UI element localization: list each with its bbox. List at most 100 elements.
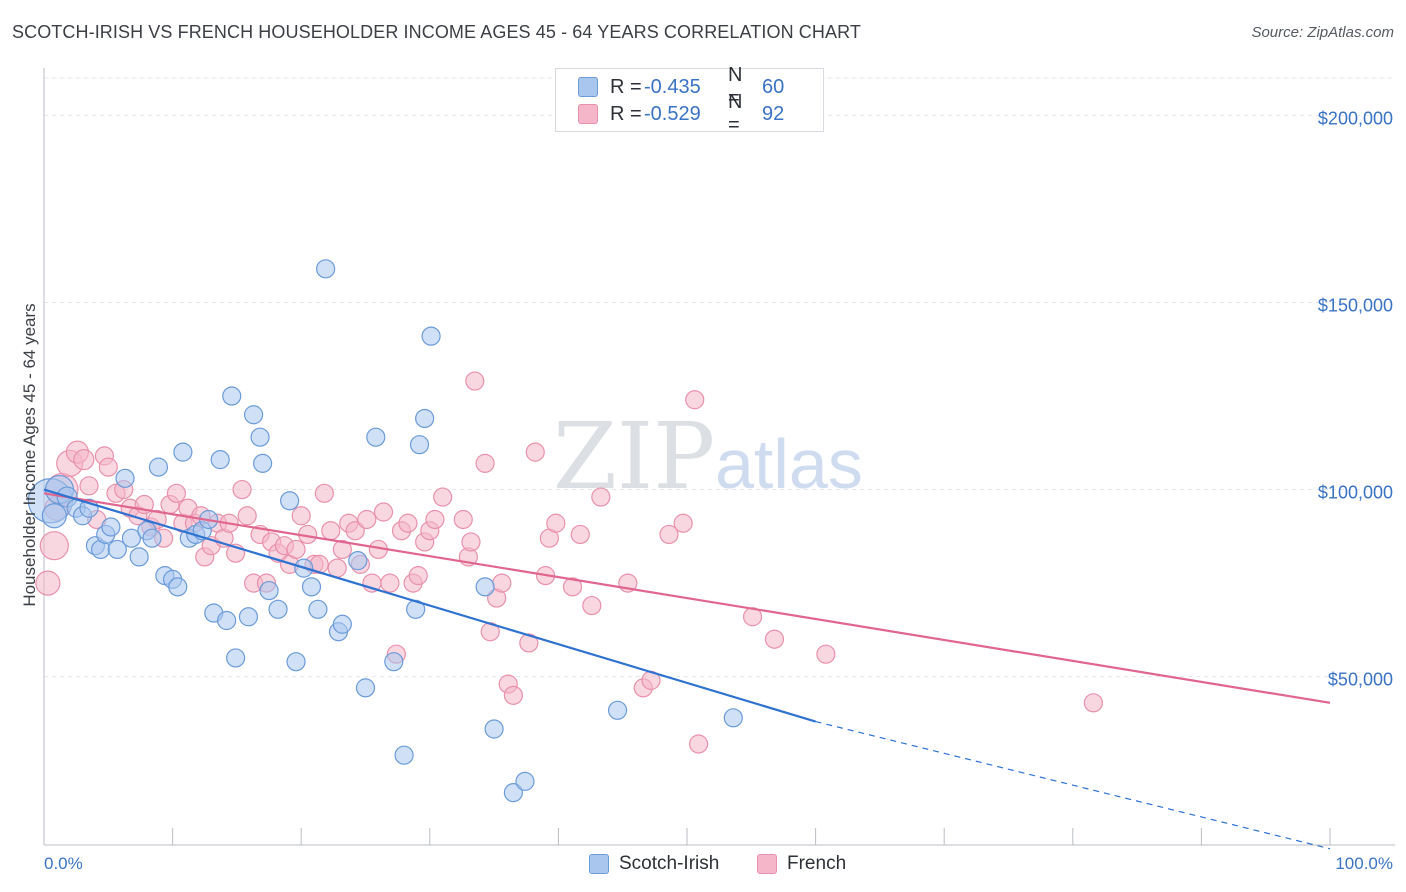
french-point bbox=[232, 479, 252, 500]
legend-r-value: -0.529 bbox=[644, 102, 701, 125]
scotch-irish-point bbox=[280, 491, 300, 511]
legend-swatch-pink bbox=[757, 854, 777, 874]
scotch-irish-point bbox=[607, 700, 628, 720]
legend-n-value: 92 bbox=[762, 102, 785, 125]
french-point bbox=[461, 532, 481, 552]
french-point bbox=[35, 570, 61, 596]
scotch-irish-point bbox=[168, 577, 188, 597]
scotch-irish-point bbox=[244, 405, 264, 425]
legend-swatch-pink bbox=[578, 104, 598, 124]
scotch-irish-point bbox=[148, 457, 169, 477]
french-point bbox=[345, 521, 365, 541]
french-trend-line bbox=[43, 492, 1331, 704]
scotch-irish-point bbox=[129, 547, 149, 567]
y-tick-label: $100,000 bbox=[1318, 483, 1393, 503]
legend-n-value: 60 bbox=[762, 75, 785, 98]
french-point bbox=[582, 595, 602, 616]
scotch-irish-point bbox=[142, 528, 162, 548]
french-point bbox=[570, 524, 590, 545]
scotch-irish-point bbox=[238, 607, 259, 627]
y-tick-label: $50,000 bbox=[1328, 670, 1393, 690]
bottom-legend-scotch-irish[interactable]: Scotch-Irish bbox=[589, 852, 719, 876]
scotch-irish-trend-line bbox=[43, 488, 816, 723]
french-point bbox=[816, 644, 836, 664]
scotch-irish-point bbox=[259, 580, 279, 601]
scotch-irish-point bbox=[115, 468, 135, 488]
scotch-irish-point bbox=[421, 326, 441, 346]
x-tick-label-min: 0.0% bbox=[44, 854, 83, 873]
legend-n-label: N = bbox=[728, 91, 743, 136]
scotch-irish-point bbox=[41, 503, 67, 529]
y-tick-labels: $50,000 $100,000 $150,000 $200,000 bbox=[1318, 108, 1393, 689]
french-point bbox=[433, 487, 453, 507]
scotch-irish-point bbox=[409, 435, 430, 455]
x-tick-label-max: 100.0% bbox=[1335, 854, 1393, 873]
y-tick-label: $150,000 bbox=[1318, 295, 1393, 315]
french-point bbox=[166, 483, 187, 503]
scotch-irish-point bbox=[286, 652, 306, 672]
french-point bbox=[764, 629, 785, 649]
scotch-irish-point bbox=[210, 450, 230, 470]
french-point bbox=[475, 453, 495, 473]
french-point bbox=[503, 685, 523, 705]
watermark-atlas: atlas bbox=[715, 425, 863, 503]
scotch-irish-point bbox=[723, 708, 743, 728]
scotch-irish-point bbox=[484, 719, 504, 739]
scotch-irish-trend-extension bbox=[815, 720, 1331, 850]
y-tick-label: $200,000 bbox=[1318, 108, 1393, 128]
scotch-irish-point bbox=[475, 577, 495, 597]
scotch-irish-point bbox=[355, 678, 376, 698]
legend-row-french: R = -0.529 N = 92 bbox=[578, 91, 802, 136]
french-point bbox=[98, 457, 118, 477]
legend-row-scotch-irish: R = -0.435 N = 60 bbox=[578, 64, 802, 109]
french-point bbox=[314, 483, 334, 503]
scotch-irish-point bbox=[515, 771, 535, 791]
legend-r-label: R = bbox=[610, 102, 642, 125]
scotch-irish-point bbox=[121, 528, 142, 548]
french-point bbox=[465, 371, 485, 391]
french-point bbox=[79, 476, 99, 496]
scotch-irish-point bbox=[394, 745, 414, 765]
scotch-irish-point bbox=[107, 539, 127, 560]
trend-lines bbox=[43, 488, 1331, 850]
french-point bbox=[398, 513, 418, 533]
french-point bbox=[327, 558, 347, 578]
french-point bbox=[73, 449, 95, 471]
french-point bbox=[546, 513, 566, 533]
scotch-irish-point bbox=[415, 408, 435, 429]
scotch-irish-point bbox=[226, 648, 246, 668]
legend-swatch-blue bbox=[578, 77, 598, 97]
french-point bbox=[332, 539, 352, 560]
french-point bbox=[380, 573, 400, 593]
french-point bbox=[357, 509, 377, 530]
legend-label-french: French bbox=[787, 853, 847, 874]
french-point bbox=[659, 524, 679, 545]
bottom-legend-french[interactable]: French bbox=[757, 852, 846, 876]
scotch-irish-point bbox=[253, 453, 273, 473]
french-point bbox=[291, 506, 311, 526]
legend-r-value: -0.435 bbox=[644, 75, 701, 98]
french-point bbox=[562, 577, 583, 597]
scotch-irish-point bbox=[250, 427, 270, 447]
french-point bbox=[519, 633, 539, 653]
french-point bbox=[425, 509, 445, 530]
french-point bbox=[373, 502, 394, 522]
watermark-zip: ZIP bbox=[553, 403, 715, 510]
legend-r-label: R = bbox=[610, 75, 642, 98]
source-label: Source: ZipAtlas.com bbox=[1251, 24, 1394, 41]
french-point bbox=[685, 390, 705, 410]
scotch-irish-point bbox=[332, 614, 352, 634]
scotch-irish-point bbox=[217, 610, 237, 631]
french-point bbox=[408, 566, 428, 586]
french-point bbox=[321, 521, 341, 541]
french-point bbox=[286, 539, 306, 560]
scotch-irish-point bbox=[384, 652, 404, 672]
y-axis-label: Householder Income Ages 45 - 64 years bbox=[20, 303, 39, 606]
french-point bbox=[525, 442, 545, 462]
axes bbox=[43, 68, 1395, 846]
scotch-irish-point bbox=[222, 386, 242, 406]
scotch-irish-point bbox=[301, 577, 322, 597]
chart-title: SCOTCH-IRISH VS FRENCH HOUSEHOLDER INCOM… bbox=[12, 22, 861, 42]
scotch-irish-point bbox=[173, 442, 193, 462]
